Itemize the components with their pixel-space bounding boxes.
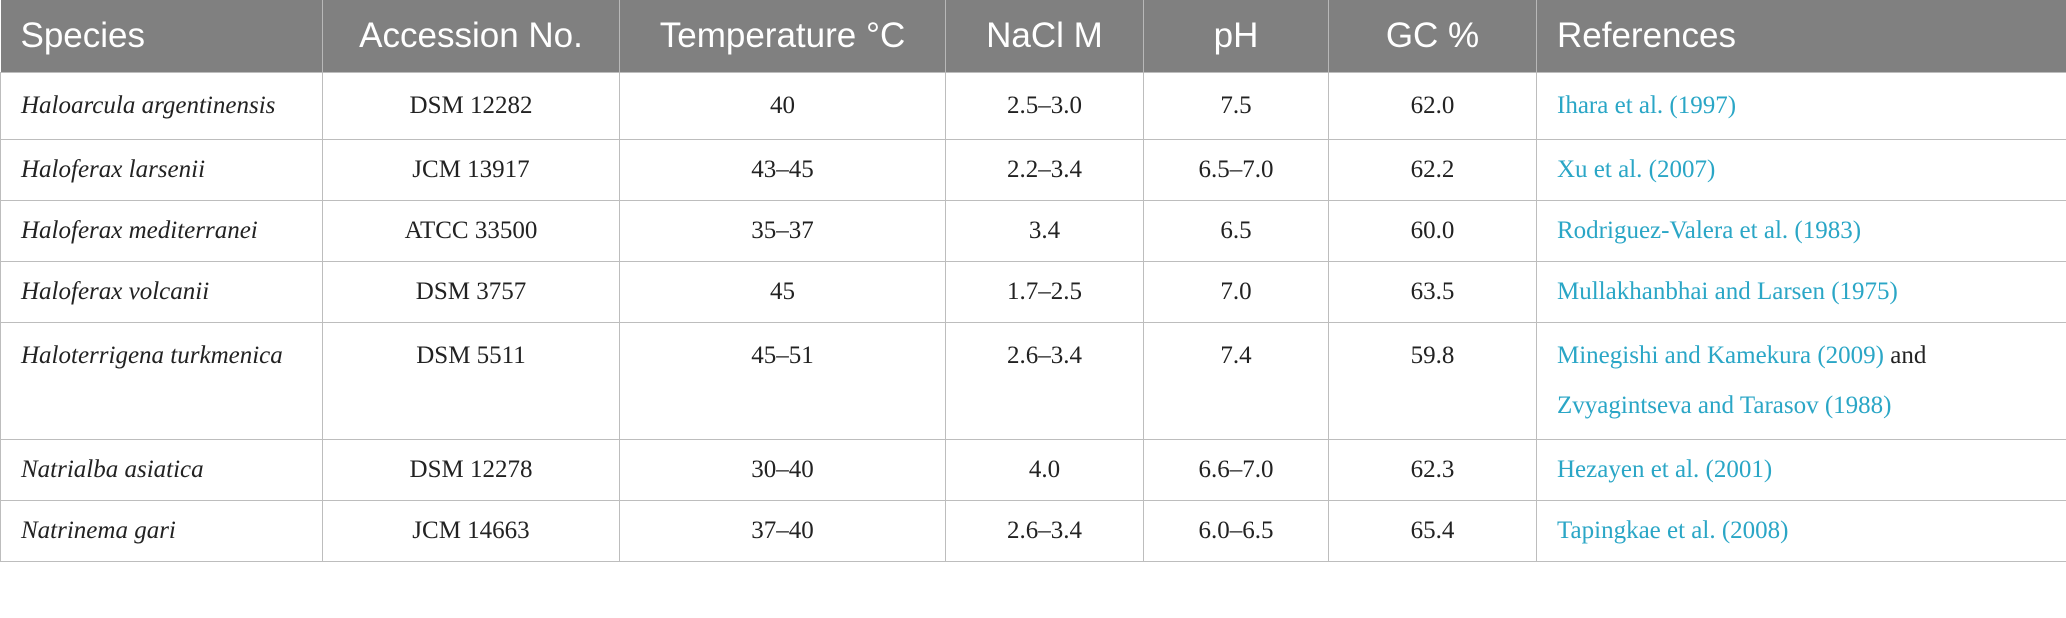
cell-nacl: 3.4: [945, 200, 1144, 262]
cell-species: Haloterrigena turkmenica: [0, 322, 323, 440]
cell-species: Haloferax mediterranei: [0, 200, 323, 262]
reference-link[interactable]: Minegishi and Kamekura (2009): [1557, 342, 1885, 369]
cell-nacl: 1.7–2.5: [945, 261, 1144, 323]
table-row: Haloferax larsenii JCM 13917 43–45 2.2–3…: [0, 139, 2066, 201]
header-accession: Accession No.: [322, 0, 620, 73]
table-row: Haloferax mediterranei ATCC 33500 35–37 …: [0, 200, 2066, 262]
cell-accession: DSM 12282: [322, 72, 620, 140]
reference-link[interactable]: Ihara et al. (1997): [1557, 92, 1737, 119]
cell-accession: ATCC 33500: [322, 200, 620, 262]
cell-gc: 62.3: [1328, 439, 1537, 501]
cell-ph: 6.5–7.0: [1143, 139, 1329, 201]
cell-ph: 7.0: [1143, 261, 1329, 323]
cell-accession: DSM 3757: [322, 261, 620, 323]
cell-references: Tapingkae et al. (2008): [1536, 500, 2066, 562]
cell-references: Ihara et al. (1997): [1536, 72, 2066, 140]
cell-species: Haloferax volcanii: [0, 261, 323, 323]
cell-references: Minegishi and Kamekura (2009) and Zvyagi…: [1536, 322, 2066, 440]
cell-gc: 62.0: [1328, 72, 1537, 140]
reference-link[interactable]: Tapingkae et al. (2008): [1557, 517, 1789, 544]
table-container: Species Accession No. Temperature °C NaC…: [0, 0, 2066, 562]
cell-temperature: 45–51: [619, 322, 946, 440]
cell-temperature: 43–45: [619, 139, 946, 201]
reference-link[interactable]: Zvyagintseva and Tarasov (1988): [1557, 392, 1892, 419]
cell-accession: JCM 13917: [322, 139, 620, 201]
header-ph: pH: [1143, 0, 1329, 73]
cell-temperature: 35–37: [619, 200, 946, 262]
cell-nacl: 2.6–3.4: [945, 500, 1144, 562]
cell-gc: 65.4: [1328, 500, 1537, 562]
cell-ph: 7.5: [1143, 72, 1329, 140]
cell-gc: 63.5: [1328, 261, 1537, 323]
reference-link[interactable]: Xu et al. (2007): [1557, 156, 1716, 183]
cell-temperature: 45: [619, 261, 946, 323]
table-row: Natrialba asiatica DSM 12278 30–40 4.0 6…: [0, 439, 2066, 501]
header-nacl: NaCl M: [945, 0, 1144, 73]
species-table: Species Accession No. Temperature °C NaC…: [0, 0, 2066, 562]
cell-species: Natrinema gari: [0, 500, 323, 562]
header-row: Species Accession No. Temperature °C NaC…: [0, 0, 2066, 73]
reference-conjunction: and: [1884, 342, 1927, 369]
header-temperature: Temperature °C: [619, 0, 946, 73]
header-references: References: [1536, 0, 2066, 73]
reference-link[interactable]: Hezayen et al. (2001): [1557, 456, 1773, 483]
cell-nacl: 4.0: [945, 439, 1144, 501]
cell-accession: JCM 14663: [322, 500, 620, 562]
reference-link[interactable]: Mullakhanbhai and Larsen (1975): [1557, 278, 1898, 305]
cell-references: Mullakhanbhai and Larsen (1975): [1536, 261, 2066, 323]
table-row: Haloterrigena turkmenica DSM 5511 45–51 …: [0, 322, 2066, 440]
cell-gc: 59.8: [1328, 322, 1537, 440]
cell-temperature: 30–40: [619, 439, 946, 501]
cell-nacl: 2.5–3.0: [945, 72, 1144, 140]
cell-gc: 62.2: [1328, 139, 1537, 201]
cell-gc: 60.0: [1328, 200, 1537, 262]
cell-ph: 6.6–7.0: [1143, 439, 1329, 501]
table-row: Natrinema gari JCM 14663 37–40 2.6–3.4 6…: [0, 500, 2066, 562]
table-header: Species Accession No. Temperature °C NaC…: [0, 0, 2066, 73]
cell-temperature: 40: [619, 72, 946, 140]
cell-references: Rodriguez-Valera et al. (1983): [1536, 200, 2066, 262]
table-row: Haloarcula argentinensis DSM 12282 40 2.…: [0, 72, 2066, 140]
cell-nacl: 2.6–3.4: [945, 322, 1144, 440]
reference-link[interactable]: Rodriguez-Valera et al. (1983): [1557, 217, 1862, 244]
cell-ph: 6.0–6.5: [1143, 500, 1329, 562]
header-gc: GC %: [1328, 0, 1537, 73]
table-row: Haloferax volcanii DSM 3757 45 1.7–2.5 7…: [0, 261, 2066, 323]
cell-species: Natrialba asiatica: [0, 439, 323, 501]
header-species: Species: [0, 0, 323, 73]
cell-species: Haloferax larsenii: [0, 139, 323, 201]
cell-references: Hezayen et al. (2001): [1536, 439, 2066, 501]
cell-species: Haloarcula argentinensis: [0, 72, 323, 140]
cell-temperature: 37–40: [619, 500, 946, 562]
cell-ph: 6.5: [1143, 200, 1329, 262]
cell-accession: DSM 5511: [322, 322, 620, 440]
cell-ph: 7.4: [1143, 322, 1329, 440]
cell-accession: DSM 12278: [322, 439, 620, 501]
cell-nacl: 2.2–3.4: [945, 139, 1144, 201]
cell-references: Xu et al. (2007): [1536, 139, 2066, 201]
table-body: Haloarcula argentinensis DSM 12282 40 2.…: [0, 72, 2066, 562]
